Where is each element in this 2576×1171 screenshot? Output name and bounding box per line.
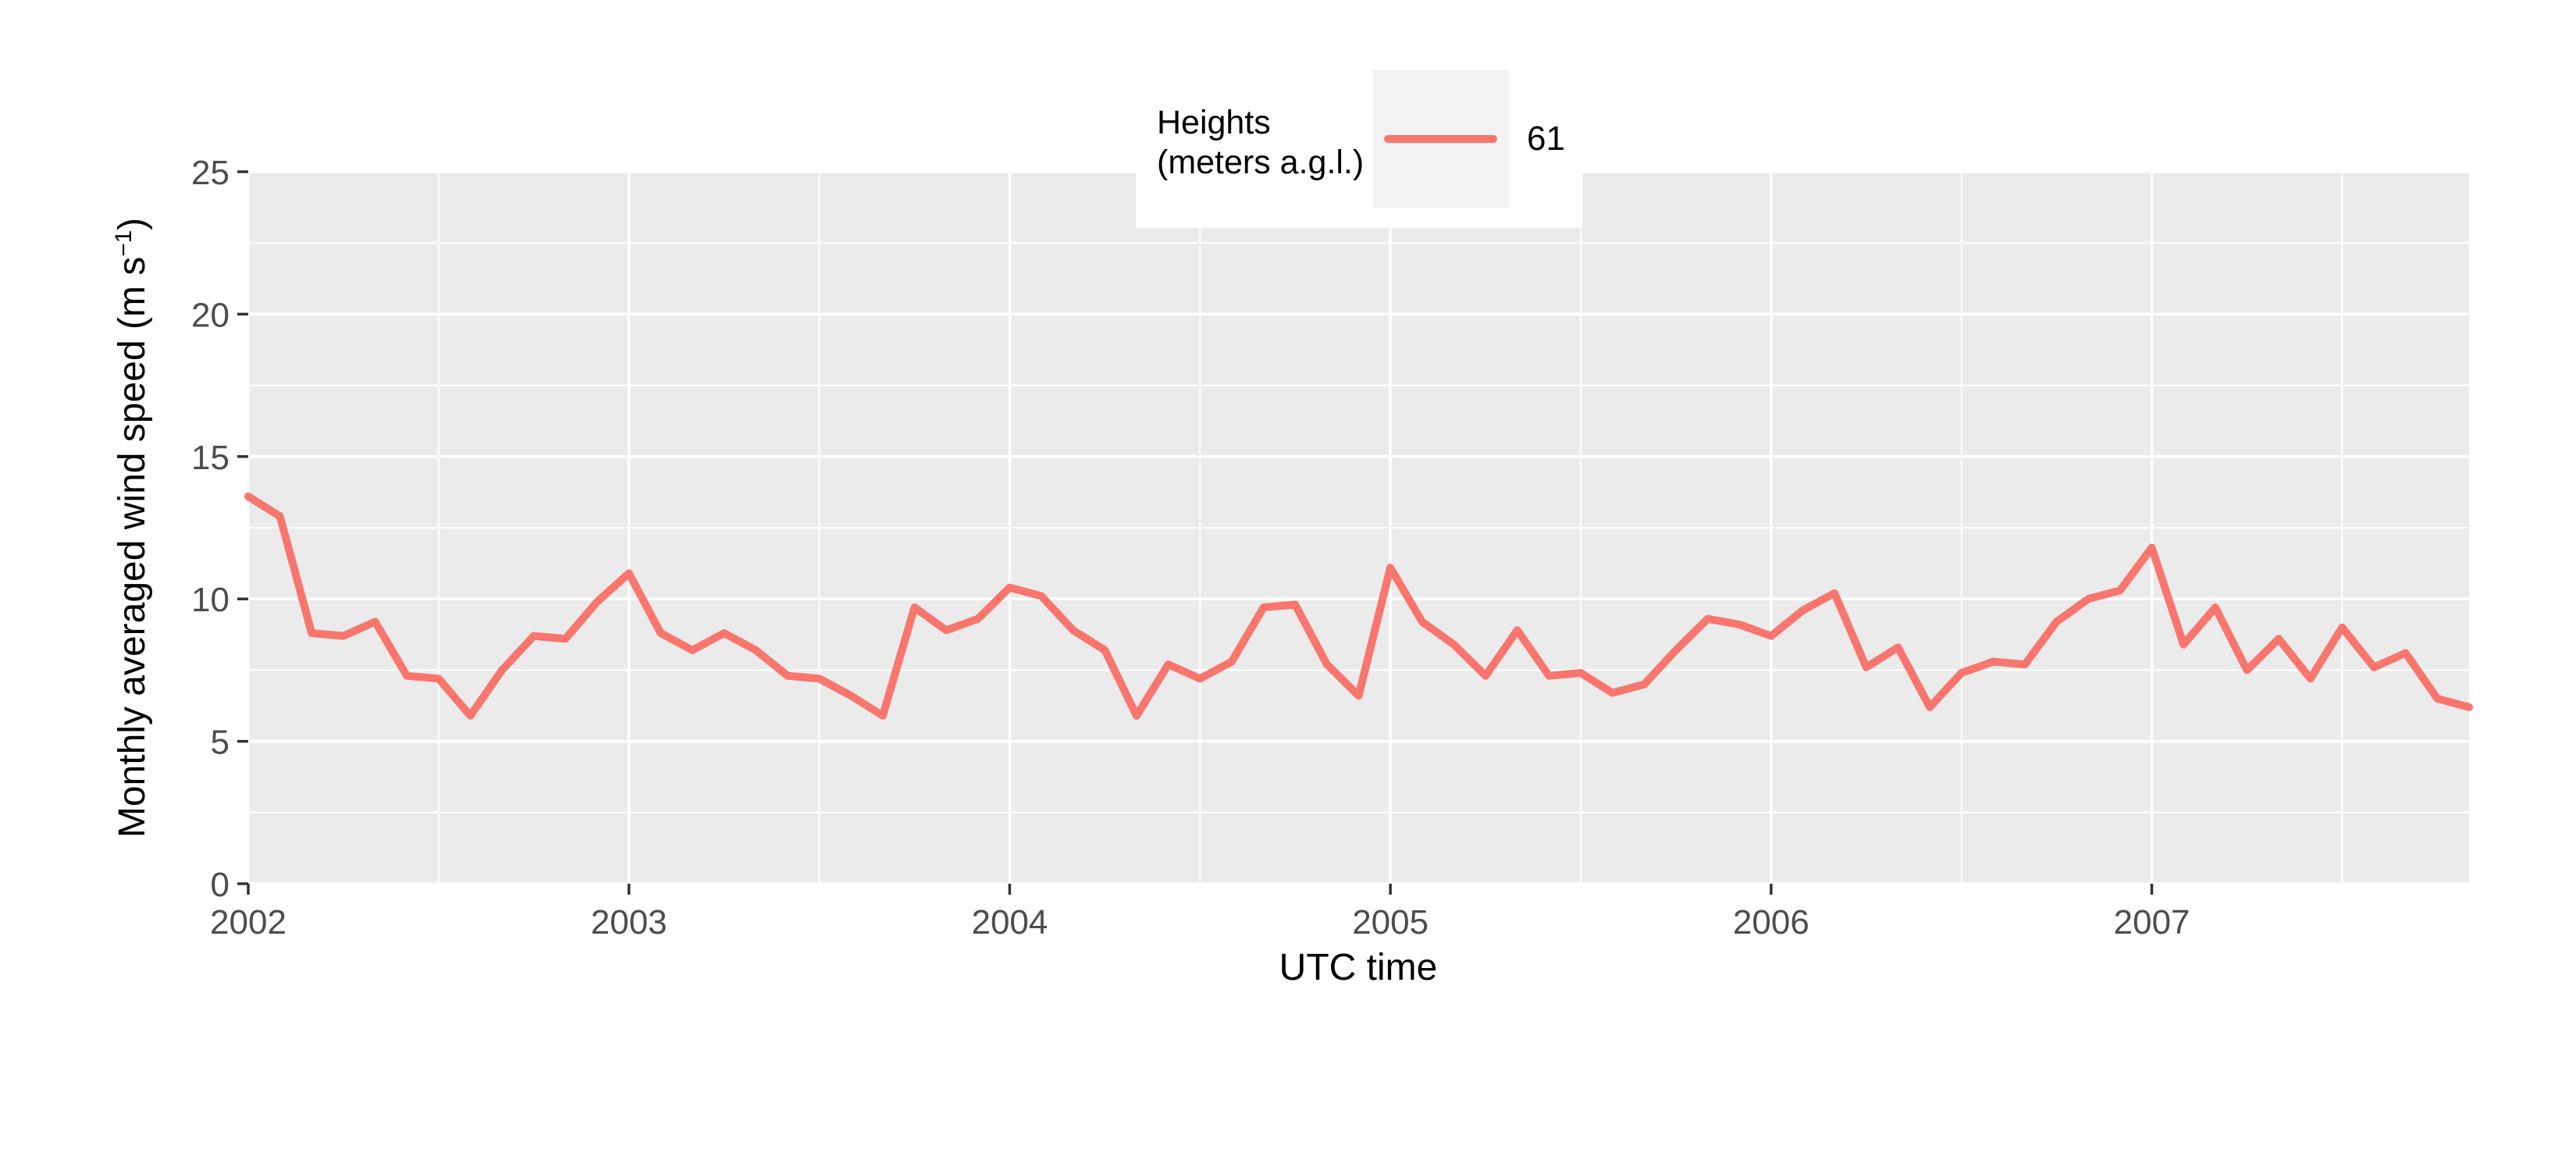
legend-entry-label: 61 [1527, 119, 1565, 158]
y-axis-title: Monthly averaged wind speed (m s−1) [111, 217, 153, 838]
axis-ticks [237, 170, 2154, 895]
x-tick-label: 2002 [210, 903, 286, 941]
minor-gridlines [248, 172, 2469, 884]
x-tick-label: 2007 [2114, 903, 2190, 941]
legend-title: Heights (meters a.g.l.) [1157, 103, 1364, 183]
x-axis-title: UTC time [1279, 947, 1438, 988]
y-tick-label: 10 [191, 581, 229, 619]
legend-title-line1: Heights [1157, 104, 1271, 141]
y-tick-label: 25 [191, 154, 229, 192]
legend-title-line2: (meters a.g.l.) [1157, 144, 1364, 181]
y-tick-labels: 0 5 10 15 20 25 [191, 154, 229, 904]
x-tick-label: 2006 [1733, 903, 1809, 941]
y-tick-label: 15 [191, 439, 229, 477]
x-tick-label: 2005 [1352, 903, 1429, 941]
y-tick-label: 20 [191, 296, 229, 334]
legend-key-line-icon [1384, 135, 1497, 143]
y-tick-label: 0 [211, 866, 229, 904]
legend-key [1372, 70, 1509, 208]
x-tick-label: 2004 [971, 903, 1048, 941]
wind-speed-line-61 [244, 492, 2473, 720]
x-tick-labels: 2002 2003 2004 2005 2006 2007 [210, 903, 2190, 941]
x-tick-label: 2003 [591, 903, 667, 941]
major-gridlines [247, 170, 2469, 885]
y-tick-label: 5 [211, 724, 229, 762]
legend: Heights (meters a.g.l.) 61 [1136, 58, 1582, 228]
